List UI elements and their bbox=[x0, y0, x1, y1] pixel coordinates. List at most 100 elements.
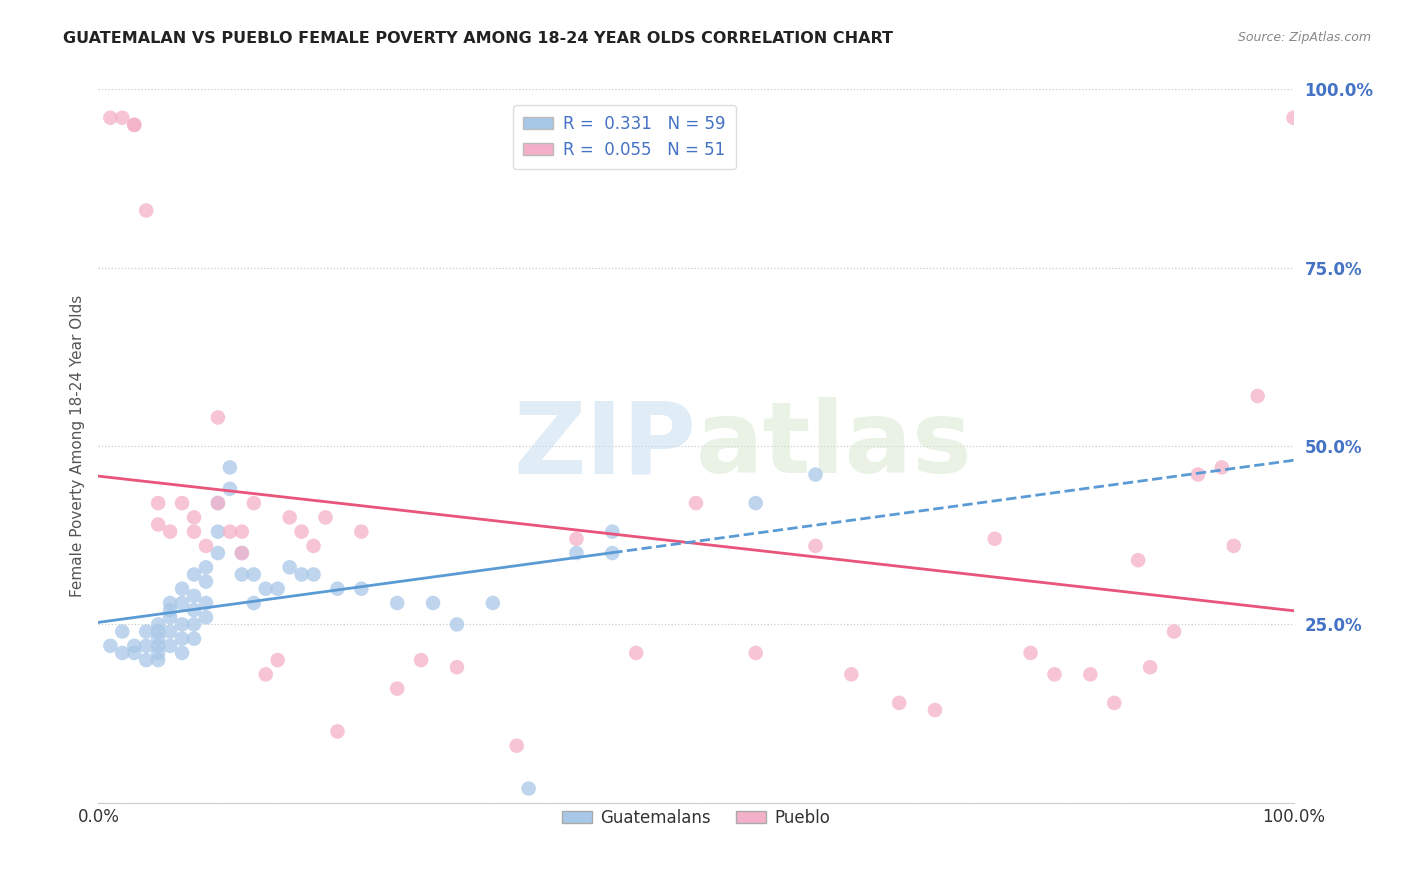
Point bbox=[159, 624, 181, 639]
Point bbox=[243, 496, 266, 510]
Point bbox=[219, 482, 242, 496]
Text: Source: ZipAtlas.com: Source: ZipAtlas.com bbox=[1237, 31, 1371, 45]
Point bbox=[135, 639, 157, 653]
Point bbox=[172, 646, 194, 660]
Point bbox=[1211, 460, 1233, 475]
Point bbox=[422, 596, 444, 610]
Point bbox=[172, 617, 194, 632]
Point bbox=[243, 596, 266, 610]
Point bbox=[517, 781, 540, 796]
Point bbox=[315, 510, 337, 524]
Point bbox=[159, 524, 181, 539]
Point bbox=[1019, 646, 1042, 660]
Point bbox=[148, 639, 170, 653]
Point bbox=[195, 539, 218, 553]
Point bbox=[1247, 389, 1270, 403]
Point bbox=[924, 703, 946, 717]
Point bbox=[124, 118, 146, 132]
Point bbox=[183, 524, 205, 539]
Point bbox=[1104, 696, 1126, 710]
Point bbox=[385, 681, 409, 696]
Point bbox=[159, 639, 181, 653]
Point bbox=[1043, 667, 1066, 681]
Point bbox=[1282, 111, 1305, 125]
Point bbox=[278, 510, 301, 524]
Point bbox=[207, 496, 229, 510]
Point bbox=[1080, 667, 1102, 681]
Point bbox=[207, 496, 229, 510]
Point bbox=[291, 567, 314, 582]
Point bbox=[98, 639, 122, 653]
Point bbox=[1128, 553, 1150, 567]
Point bbox=[254, 667, 277, 681]
Point bbox=[219, 524, 242, 539]
Point bbox=[195, 610, 218, 624]
Point bbox=[111, 646, 134, 660]
Point bbox=[124, 118, 146, 132]
Point bbox=[1163, 624, 1185, 639]
Point bbox=[172, 632, 194, 646]
Point bbox=[172, 496, 194, 510]
Point bbox=[626, 646, 648, 660]
Point bbox=[1187, 467, 1209, 482]
Point bbox=[481, 596, 505, 610]
Point bbox=[195, 574, 218, 589]
Point bbox=[984, 532, 1007, 546]
Point bbox=[159, 596, 181, 610]
Point bbox=[207, 546, 229, 560]
Point bbox=[183, 617, 205, 632]
Point bbox=[159, 610, 181, 624]
Point bbox=[350, 582, 373, 596]
Text: atlas: atlas bbox=[696, 398, 973, 494]
Point bbox=[183, 632, 205, 646]
Point bbox=[111, 111, 134, 125]
Point bbox=[889, 696, 911, 710]
Point bbox=[183, 567, 205, 582]
Point bbox=[183, 603, 205, 617]
Point bbox=[231, 546, 253, 560]
Point bbox=[291, 524, 314, 539]
Point bbox=[111, 624, 134, 639]
Point bbox=[326, 582, 349, 596]
Point bbox=[302, 539, 325, 553]
Point bbox=[159, 603, 181, 617]
Point bbox=[565, 546, 588, 560]
Point bbox=[195, 560, 218, 574]
Point bbox=[135, 203, 157, 218]
Point bbox=[745, 646, 768, 660]
Point bbox=[685, 496, 707, 510]
Point bbox=[243, 567, 266, 582]
Point bbox=[195, 596, 218, 610]
Y-axis label: Female Poverty Among 18-24 Year Olds: Female Poverty Among 18-24 Year Olds bbox=[69, 295, 84, 597]
Point bbox=[231, 524, 253, 539]
Point bbox=[183, 510, 205, 524]
Point bbox=[183, 589, 205, 603]
Point bbox=[98, 111, 122, 125]
Point bbox=[207, 524, 229, 539]
Point bbox=[172, 596, 194, 610]
Point bbox=[302, 567, 325, 582]
Point bbox=[602, 546, 624, 560]
Point bbox=[506, 739, 529, 753]
Point bbox=[841, 667, 863, 681]
Point bbox=[804, 539, 827, 553]
Point bbox=[148, 646, 170, 660]
Point bbox=[267, 653, 290, 667]
Point bbox=[124, 646, 146, 660]
Point bbox=[148, 632, 170, 646]
Legend: Guatemalans, Pueblo: Guatemalans, Pueblo bbox=[555, 803, 837, 834]
Point bbox=[411, 653, 433, 667]
Point bbox=[267, 582, 290, 596]
Point bbox=[1139, 660, 1161, 674]
Point bbox=[446, 660, 468, 674]
Point bbox=[350, 524, 373, 539]
Point bbox=[148, 653, 170, 667]
Point bbox=[231, 546, 253, 560]
Point bbox=[254, 582, 277, 596]
Point bbox=[446, 617, 468, 632]
Point bbox=[745, 496, 768, 510]
Point bbox=[135, 653, 157, 667]
Point bbox=[148, 496, 170, 510]
Point bbox=[219, 460, 242, 475]
Point bbox=[1223, 539, 1246, 553]
